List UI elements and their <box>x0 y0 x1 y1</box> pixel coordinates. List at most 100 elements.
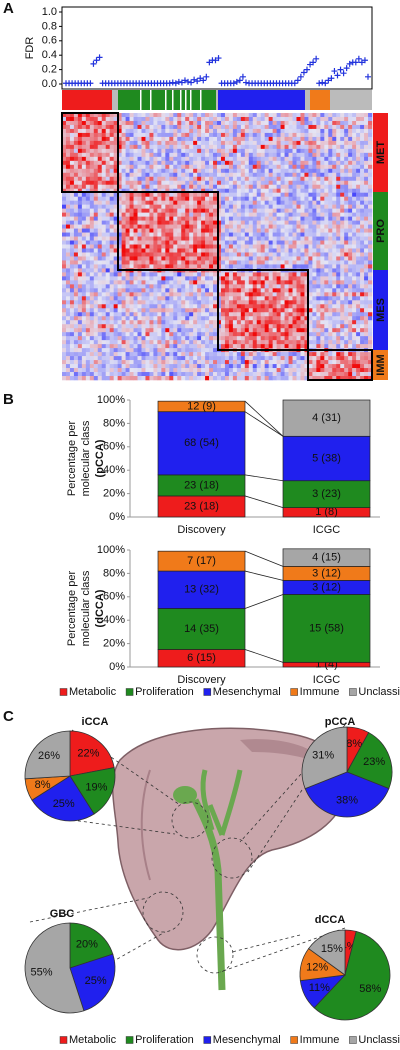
heatmap-cell <box>324 300 329 305</box>
heatmap-cell <box>244 332 250 337</box>
heatmap-cell <box>93 292 99 297</box>
heatmap-cell <box>272 228 277 233</box>
heatmap-cell <box>240 232 246 237</box>
heatmap-cell <box>93 200 99 205</box>
heatmap-cell <box>320 332 325 337</box>
heatmap-cell <box>205 332 210 337</box>
heatmap-cell <box>62 200 67 205</box>
heatmap-cell <box>368 344 373 349</box>
heatmap-cell <box>348 352 353 357</box>
heatmap-cell <box>85 340 91 345</box>
heatmap-cell <box>308 152 313 158</box>
heatmap-cell <box>209 156 214 162</box>
heatmap-cell <box>360 240 365 245</box>
heatmap-cell <box>161 176 166 182</box>
heatmap-cell <box>332 132 337 138</box>
heatmap-cell <box>97 120 103 126</box>
heatmap-cell <box>316 320 321 325</box>
heatmap-cell <box>308 212 313 217</box>
heatmap-cell <box>296 184 301 190</box>
heatmap-cell <box>125 360 130 365</box>
heatmap-cell <box>121 132 126 138</box>
heatmap-cell <box>284 344 289 349</box>
heatmap-cell <box>181 244 186 249</box>
heatmap-cell <box>360 113 365 118</box>
heatmap-cell <box>69 176 75 182</box>
heatmap-cell <box>220 132 226 138</box>
heatmap-cell <box>344 280 349 285</box>
heatmap-cell <box>62 236 67 241</box>
heatmap-cell <box>85 113 91 118</box>
heatmap-cell <box>173 124 178 130</box>
heatmap-cell <box>165 356 170 361</box>
heatmap-cell <box>284 116 289 122</box>
heatmap-cell <box>113 160 118 166</box>
heatmap-cell <box>69 224 75 229</box>
heatmap-cell <box>276 252 281 257</box>
heatmap-cell <box>113 280 118 285</box>
heatmap-cell <box>288 248 293 253</box>
heatmap-cell <box>121 256 126 261</box>
heatmap-cell <box>336 244 341 249</box>
heatmap-cell <box>360 232 365 237</box>
heatmap-cell <box>344 268 349 273</box>
heatmap-cell <box>240 324 246 329</box>
heatmap-cell <box>181 236 186 241</box>
heatmap-cell <box>181 320 186 325</box>
heatmap-cell <box>356 280 361 285</box>
heatmap-cell <box>344 340 349 345</box>
heatmap-cell <box>141 152 146 158</box>
heatmap-cell <box>157 288 162 293</box>
heatmap-cell <box>85 240 91 245</box>
heatmap-cell <box>149 116 154 122</box>
heatmap-cell <box>121 204 126 209</box>
heatmap-cell <box>264 304 269 309</box>
heatmap-cell <box>328 168 333 174</box>
heatmap-cell <box>177 340 182 345</box>
heatmap-cell <box>340 124 345 130</box>
heatmap-cell <box>73 360 79 365</box>
heatmap-cell <box>356 184 361 190</box>
heatmap-cell <box>109 152 114 158</box>
heatmap-cell <box>288 296 293 301</box>
heatmap-cell <box>193 280 198 285</box>
heatmap-cell <box>193 224 198 229</box>
heatmap-cell <box>165 296 170 301</box>
heatmap-cell <box>328 113 333 118</box>
heatmap-cell <box>65 176 71 182</box>
heatmap-cell <box>264 296 269 301</box>
heatmap-cell <box>280 328 285 333</box>
heatmap-cell <box>352 172 357 178</box>
heatmap-cell <box>137 340 142 345</box>
heatmap-cell <box>332 248 337 253</box>
heatmap-cell <box>288 252 293 257</box>
heatmap-cell <box>280 188 285 194</box>
class-annotation <box>165 90 167 110</box>
fdr-point <box>194 78 201 85</box>
heatmap-cell <box>236 212 242 217</box>
heatmap-cell <box>264 256 269 261</box>
heatmap-cell <box>228 140 234 146</box>
heatmap-cell <box>328 124 333 130</box>
fdr-point <box>303 66 310 73</box>
heatmap-cell <box>77 180 83 186</box>
heatmap-cell <box>232 184 238 190</box>
heatmap-cell <box>324 156 329 162</box>
heatmap-cell <box>205 192 210 197</box>
heatmap-cell <box>348 320 353 325</box>
heatmap-cell <box>288 228 293 233</box>
heatmap-cell <box>284 300 289 305</box>
heatmap-cell <box>320 304 325 309</box>
heatmap-cell <box>344 224 349 229</box>
heatmap-cell <box>264 224 269 229</box>
heatmap-cell <box>189 148 194 154</box>
heatmap-cell <box>228 212 234 217</box>
heatmap-cell <box>62 140 67 146</box>
heatmap-cell <box>133 113 138 118</box>
heatmap-cell <box>93 296 99 301</box>
heatmap-cell <box>153 264 158 269</box>
heatmap-cell <box>364 352 369 357</box>
heatmap-cell <box>145 208 150 213</box>
heatmap-cell <box>288 300 293 305</box>
heatmap-cell <box>276 244 281 249</box>
